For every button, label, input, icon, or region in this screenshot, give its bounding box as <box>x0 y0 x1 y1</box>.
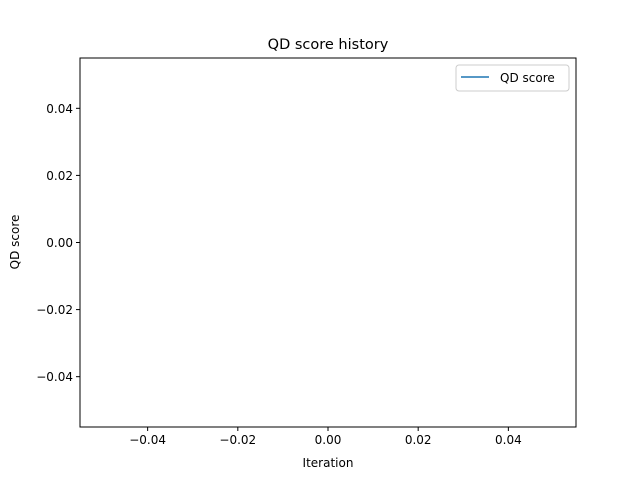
x-tick-label: 0.04 <box>495 433 522 447</box>
y-tick-label: −0.04 <box>36 370 73 384</box>
legend[interactable]: QD score <box>455 64 570 92</box>
x-ticks: −0.04 −0.02 0.00 0.02 0.04 <box>129 427 522 447</box>
legend-label-qd-score: QD score <box>500 71 555 85</box>
chart-title: QD score history <box>268 37 389 53</box>
x-axis-label: Iteration <box>303 456 354 470</box>
y-axis-label: QD score <box>8 215 22 270</box>
x-tick-label: 0.00 <box>315 433 342 447</box>
x-tick-label: −0.04 <box>129 433 166 447</box>
y-tick-label: 0.02 <box>46 169 73 183</box>
y-tick-label: −0.02 <box>36 303 73 317</box>
y-ticks: −0.04 −0.02 0.00 0.02 0.04 <box>36 102 80 384</box>
y-tick-label: 0.00 <box>46 236 73 250</box>
y-tick-label: 0.04 <box>46 102 73 116</box>
legend-frame <box>455 64 570 92</box>
x-tick-label: −0.02 <box>219 433 256 447</box>
x-tick-label: 0.02 <box>405 433 432 447</box>
